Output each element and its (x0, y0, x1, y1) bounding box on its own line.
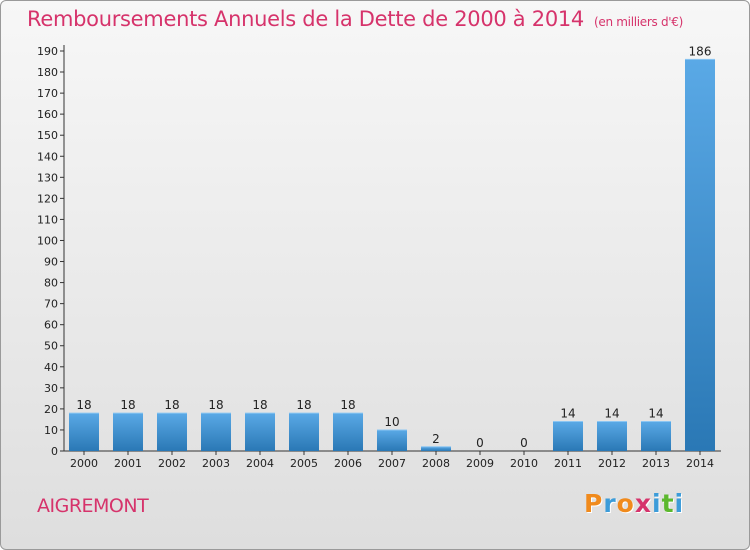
bar-value-label: 10 (384, 415, 399, 429)
bar (377, 429, 407, 451)
bar (641, 421, 671, 451)
bar (245, 413, 275, 451)
bar-value-label: 18 (208, 398, 223, 412)
x-tick-label: 2000 (70, 457, 98, 470)
logo-letter: r (603, 489, 617, 518)
x-tick-label: 2008 (422, 457, 450, 470)
bar (421, 446, 451, 451)
y-tick-label: 140 (37, 150, 58, 163)
bar-value-label: 18 (252, 398, 267, 412)
y-tick-label: 20 (44, 403, 58, 416)
bar (597, 421, 627, 451)
y-tick-label: 150 (37, 129, 58, 142)
y-tick-label: 160 (37, 108, 58, 121)
x-tick-label: 2012 (598, 457, 626, 470)
bar-value-label: 186 (689, 44, 712, 58)
x-tick-label: 2009 (466, 457, 494, 470)
bar-value-label: 2 (432, 432, 440, 446)
bar-value-label: 14 (648, 407, 663, 421)
x-tick-label: 2004 (246, 457, 274, 470)
y-tick-label: 50 (44, 340, 58, 353)
x-tick-label: 2011 (554, 457, 582, 470)
bar-value-label: 14 (604, 407, 619, 421)
y-tick-label: 190 (37, 45, 58, 58)
y-tick-label: 180 (37, 66, 58, 79)
bar (685, 59, 715, 451)
bar (553, 421, 583, 451)
y-tick-label: 80 (44, 277, 58, 290)
bar-value-label: 0 (476, 436, 484, 450)
logo-letter: x (634, 489, 652, 518)
chart-unit: (en milliers d'€) (594, 15, 684, 29)
bar-value-label: 18 (296, 398, 311, 412)
x-tick-label: 2003 (202, 457, 230, 470)
x-tick-label: 2013 (642, 457, 670, 470)
bar-value-label: 14 (560, 407, 575, 421)
bar (201, 413, 231, 451)
y-tick-label: 10 (44, 424, 58, 437)
logo-letter: t (661, 489, 675, 518)
bar (333, 413, 363, 451)
town-name: AIGREMONT (37, 495, 149, 517)
logo-letter: i (674, 489, 685, 518)
bar-value-label: 18 (340, 398, 355, 412)
y-tick-label: 70 (44, 298, 58, 311)
logo-letter: P (584, 489, 604, 518)
x-tick-label: 2007 (378, 457, 406, 470)
bar (69, 413, 99, 451)
y-tick-label: 0 (51, 445, 58, 458)
x-tick-label: 2005 (290, 457, 318, 470)
bar-value-label: 0 (520, 436, 528, 450)
y-tick-label: 60 (44, 319, 58, 332)
bar-value-label: 18 (76, 398, 91, 412)
x-tick-label: 2001 (114, 457, 142, 470)
x-tick-label: 2002 (158, 457, 186, 470)
x-tick-label: 2006 (334, 457, 362, 470)
x-tick-label: 2014 (686, 457, 714, 470)
y-tick-label: 30 (44, 382, 58, 395)
y-tick-label: 130 (37, 171, 58, 184)
chart-title-text: Remboursements Annuels de la Dette de 20… (27, 7, 584, 31)
x-tick-label: 2010 (510, 457, 538, 470)
y-tick-label: 170 (37, 87, 58, 100)
y-tick-label: 120 (37, 192, 58, 205)
y-tick-label: 90 (44, 256, 58, 269)
bar (157, 413, 187, 451)
y-tick-label: 110 (37, 213, 58, 226)
bar (289, 413, 319, 451)
y-tick-label: 100 (37, 234, 58, 247)
y-tick-label: 40 (44, 361, 58, 374)
logo-letter: o (616, 489, 635, 518)
bar-value-label: 18 (164, 398, 179, 412)
chart-title: Remboursements Annuels de la Dette de 20… (27, 7, 683, 31)
bar (113, 413, 143, 451)
proxiti-logo: Proxiti (584, 489, 684, 518)
logo-letter: i (652, 489, 662, 518)
bar-value-label: 18 (120, 398, 135, 412)
